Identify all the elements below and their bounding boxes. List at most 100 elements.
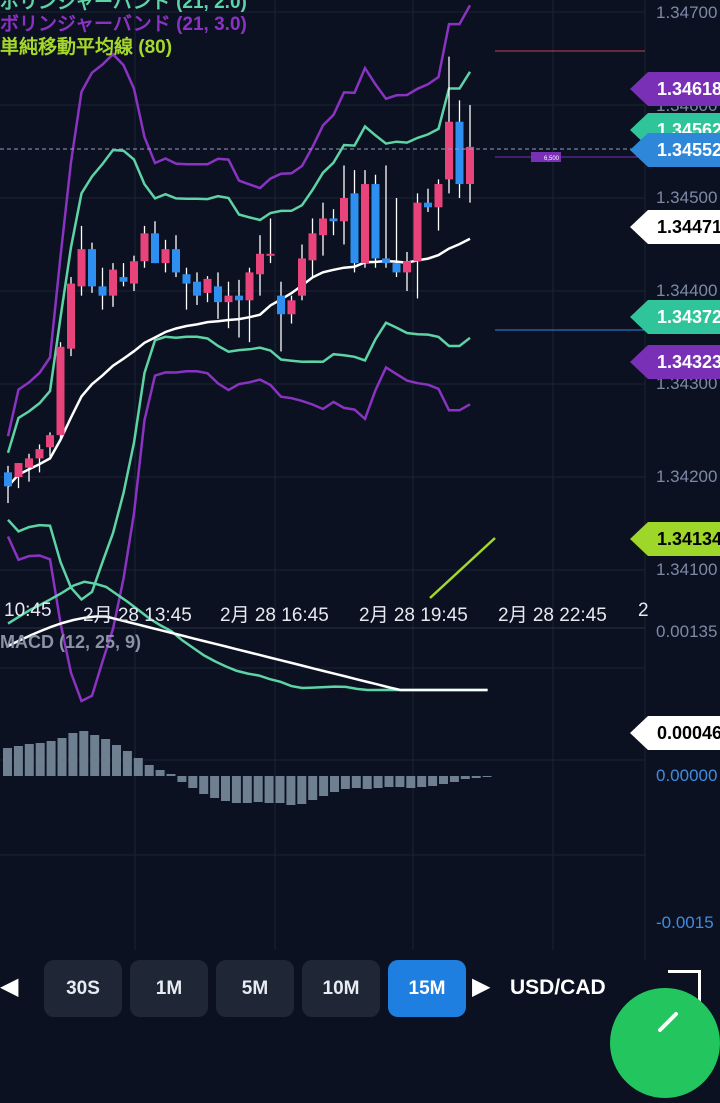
bollinger-upper-2-line bbox=[6, 71, 472, 454]
candle-body bbox=[308, 233, 317, 261]
candle-body bbox=[98, 286, 107, 296]
candle-body bbox=[119, 277, 128, 282]
timeframe-1m-button[interactable]: 1M bbox=[130, 960, 208, 1017]
candle-body bbox=[319, 218, 327, 236]
macd-histogram-bar bbox=[90, 735, 100, 776]
macd-axis-label: -0.0015 bbox=[656, 913, 714, 932]
price-tag-text: 1.34471 bbox=[657, 217, 720, 237]
macd-histogram-bar bbox=[482, 776, 492, 777]
macd-histogram-bar bbox=[264, 776, 274, 803]
price-tag-text: 0.00046 bbox=[657, 723, 720, 743]
symbol-label[interactable]: USD/CAD bbox=[510, 976, 606, 999]
macd-histogram-bar bbox=[439, 776, 448, 784]
order-badge bbox=[531, 152, 561, 162]
macd-histogram-bar bbox=[406, 776, 416, 788]
time-axis-label: 2月 28 13:45 bbox=[83, 605, 192, 626]
candle-body bbox=[445, 121, 453, 180]
macd-histogram-bar bbox=[24, 744, 34, 776]
macd-histogram-bar bbox=[286, 776, 296, 805]
macd-price-tag: 0.00046 bbox=[630, 716, 720, 750]
macd-histogram-bar bbox=[275, 776, 285, 803]
timeframe-toolbar: ◀ 30S 1M 5M 10M 15M ▶ USD/CAD bbox=[0, 960, 720, 1098]
candle-body bbox=[413, 202, 422, 262]
timeframe-30s-button[interactable]: 30S bbox=[44, 960, 122, 1017]
lime-trend-line bbox=[429, 537, 496, 599]
macd-histogram-bar bbox=[35, 743, 45, 776]
price-axis-label: 1.34400 bbox=[656, 281, 718, 300]
macd-histogram-bar bbox=[297, 776, 307, 804]
candle-body bbox=[361, 184, 369, 264]
candle-body bbox=[193, 281, 201, 296]
macd-histogram-bar bbox=[384, 776, 394, 787]
price-chart[interactable]: 6,500 bbox=[0, 0, 720, 960]
macd-histogram-bar bbox=[362, 776, 372, 789]
candle-body bbox=[25, 458, 33, 468]
macd-histogram-bar bbox=[199, 776, 209, 794]
macd-histogram-bar bbox=[231, 776, 241, 803]
scroll-left-icon[interactable]: ◀ bbox=[0, 973, 19, 1000]
candle-body bbox=[77, 249, 86, 287]
macd-histogram-bar bbox=[428, 776, 438, 786]
trade-button[interactable] bbox=[610, 988, 720, 1098]
candle-body bbox=[161, 249, 170, 264]
macd-histogram-bar bbox=[177, 776, 187, 782]
macd-histogram-bar bbox=[210, 776, 220, 798]
macd-histogram-bar bbox=[340, 776, 350, 789]
order-badge-text: 6,500 bbox=[544, 156, 560, 162]
macd-histogram-bar bbox=[395, 776, 405, 787]
macd-histogram-bar bbox=[330, 776, 339, 792]
candle-body bbox=[329, 218, 338, 222]
macd-histogram-bar bbox=[133, 758, 143, 776]
macd-histogram-bar bbox=[188, 776, 198, 788]
fullscreen-icon[interactable] bbox=[668, 970, 701, 1003]
candle-body bbox=[340, 198, 348, 222]
candle-body bbox=[67, 283, 75, 349]
timeframe-10m-button[interactable]: 10M bbox=[302, 960, 380, 1017]
candle-body bbox=[203, 278, 212, 293]
candle-body bbox=[455, 121, 464, 185]
candle-body bbox=[245, 272, 254, 301]
macd-histogram-bar bbox=[308, 776, 318, 800]
macd-histogram-bar bbox=[68, 733, 78, 776]
price-axis-label: 1.34700 bbox=[656, 3, 718, 22]
macd-line bbox=[7, 615, 488, 692]
candle-body bbox=[109, 269, 117, 296]
price-tag-text: 1.34134 bbox=[657, 529, 720, 549]
price-tag-text: 1.34618 bbox=[657, 79, 720, 99]
macd-histogram-bar bbox=[449, 776, 459, 782]
timeframe-5m-button[interactable]: 5M bbox=[216, 960, 294, 1017]
time-axis-label: 2月 28 16:45 bbox=[220, 605, 329, 626]
macd-histogram-bar bbox=[460, 776, 470, 779]
candle-body bbox=[434, 184, 443, 208]
candle-body bbox=[224, 295, 233, 303]
time-axis-label: 2月 28 19:45 bbox=[359, 605, 468, 626]
bollinger-upper-3-line bbox=[6, 4, 472, 437]
candle-body bbox=[424, 202, 432, 208]
price-tag: 1.34471 bbox=[630, 210, 720, 244]
macd-histogram-bar bbox=[242, 776, 252, 803]
scroll-right-icon[interactable]: ▶ bbox=[472, 973, 491, 1000]
macd-histogram-bar bbox=[221, 776, 230, 801]
bollinger-lower-3-line bbox=[6, 365, 471, 703]
macd-histogram-bar bbox=[253, 776, 263, 802]
legend-bollinger-3: ボリンジャーバンド (21, 3.0) bbox=[0, 14, 247, 35]
candle-body bbox=[277, 295, 285, 315]
candle-body bbox=[214, 286, 222, 303]
macd-histogram-bar bbox=[122, 751, 132, 776]
macd-histogram-bar bbox=[155, 770, 165, 776]
timeframe-15m-button[interactable]: 15M bbox=[388, 960, 466, 1017]
candle-body bbox=[266, 253, 275, 256]
candle-body bbox=[182, 274, 191, 284]
candle-body bbox=[14, 463, 23, 477]
candle-body bbox=[371, 184, 380, 259]
price-axis-label: 1.34100 bbox=[656, 560, 718, 579]
macd-histogram-bar bbox=[166, 774, 176, 776]
candle-body bbox=[172, 249, 180, 273]
price-tag: 1.34134 bbox=[630, 522, 720, 556]
macd-axis-label: 0.00000 bbox=[656, 766, 718, 785]
time-axis-label: 2月 28 22:45 bbox=[498, 605, 607, 626]
price-axis-label: 1.34200 bbox=[656, 467, 718, 486]
macd-histogram-bar bbox=[351, 776, 361, 788]
macd-axis-label: 0.00135 bbox=[656, 622, 718, 641]
candle-body bbox=[140, 233, 149, 262]
